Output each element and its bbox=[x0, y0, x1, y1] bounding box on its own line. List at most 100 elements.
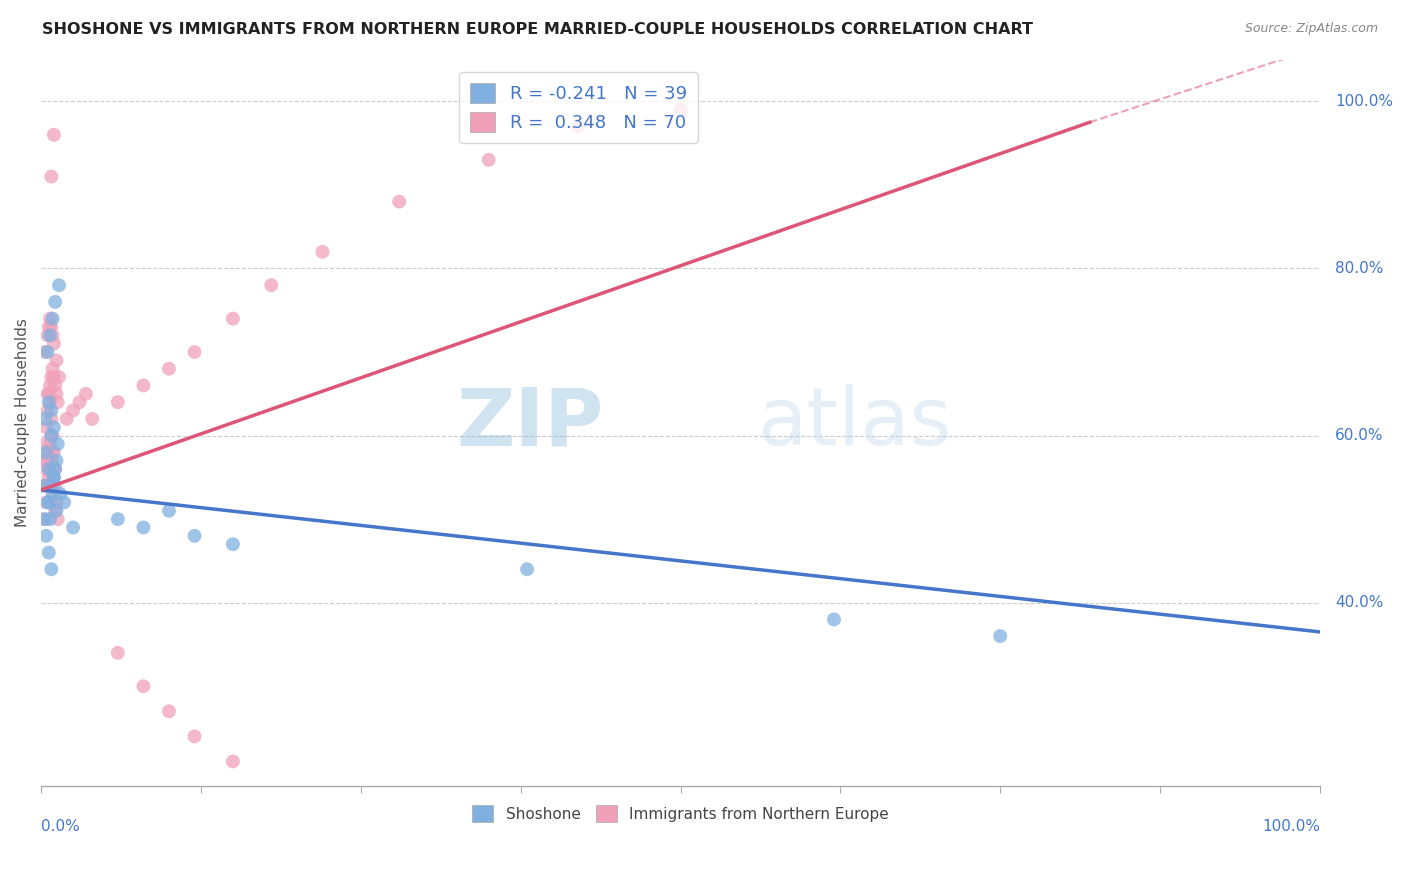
Point bbox=[222, 755, 245, 769]
Point bbox=[35, 495, 58, 509]
Point bbox=[39, 437, 62, 451]
Point bbox=[38, 445, 60, 459]
Point bbox=[53, 495, 76, 509]
Text: atlas: atlas bbox=[758, 384, 952, 462]
Legend: Shoshone, Immigrants from Northern Europe: Shoshone, Immigrants from Northern Europ… bbox=[464, 797, 897, 830]
Point bbox=[48, 370, 70, 384]
Text: 100.0%: 100.0% bbox=[1336, 94, 1393, 109]
Text: 60.0%: 60.0% bbox=[1336, 428, 1384, 443]
Point bbox=[45, 353, 67, 368]
Point bbox=[34, 437, 56, 451]
Point bbox=[44, 504, 66, 518]
Point bbox=[41, 403, 63, 417]
Point bbox=[37, 495, 59, 509]
Point bbox=[132, 679, 155, 693]
Point bbox=[38, 470, 60, 484]
Point bbox=[42, 470, 65, 484]
Point bbox=[41, 428, 63, 442]
Point bbox=[37, 345, 59, 359]
Point bbox=[55, 412, 77, 426]
Point bbox=[46, 437, 69, 451]
Point bbox=[42, 128, 65, 142]
Point bbox=[41, 479, 63, 493]
Point bbox=[478, 153, 501, 167]
Point bbox=[107, 395, 129, 409]
Point bbox=[37, 403, 59, 417]
Point bbox=[41, 320, 63, 334]
Point bbox=[42, 445, 65, 459]
Point bbox=[46, 395, 69, 409]
Point bbox=[157, 361, 180, 376]
Point bbox=[41, 370, 63, 384]
Point bbox=[62, 520, 84, 534]
Point bbox=[34, 345, 56, 359]
Point bbox=[183, 730, 205, 744]
Text: 0.0%: 0.0% bbox=[41, 819, 80, 834]
Point bbox=[44, 462, 66, 476]
Point bbox=[41, 311, 63, 326]
Point bbox=[39, 495, 62, 509]
Point bbox=[41, 487, 63, 501]
Point bbox=[311, 244, 333, 259]
Point bbox=[38, 545, 60, 559]
Point bbox=[41, 470, 63, 484]
Point bbox=[132, 378, 155, 392]
Point bbox=[183, 345, 205, 359]
Point bbox=[32, 479, 55, 493]
Point bbox=[107, 512, 129, 526]
Point bbox=[41, 428, 63, 442]
Point bbox=[35, 529, 58, 543]
Point bbox=[38, 386, 60, 401]
Text: 40.0%: 40.0% bbox=[1336, 595, 1384, 610]
Point bbox=[38, 395, 60, 409]
Y-axis label: Married-couple Households: Married-couple Households bbox=[15, 318, 30, 527]
Point bbox=[44, 479, 66, 493]
Point bbox=[38, 462, 60, 476]
Point bbox=[39, 462, 62, 476]
Point bbox=[39, 328, 62, 343]
Point bbox=[35, 445, 58, 459]
Point bbox=[75, 386, 97, 401]
Point bbox=[38, 320, 60, 334]
Point bbox=[34, 512, 56, 526]
Point bbox=[260, 278, 283, 293]
Point bbox=[35, 420, 58, 434]
Point bbox=[45, 495, 67, 509]
Text: 80.0%: 80.0% bbox=[1336, 261, 1384, 276]
Point bbox=[37, 453, 59, 467]
Point bbox=[45, 453, 67, 467]
Point bbox=[44, 378, 66, 392]
Point bbox=[34, 479, 56, 493]
Point bbox=[388, 194, 411, 209]
Point bbox=[988, 629, 1011, 643]
Point bbox=[157, 504, 180, 518]
Point bbox=[41, 562, 63, 576]
Point bbox=[823, 612, 845, 626]
Point bbox=[42, 487, 65, 501]
Point bbox=[39, 395, 62, 409]
Point bbox=[42, 370, 65, 384]
Text: SHOSHONE VS IMMIGRANTS FROM NORTHERN EUROPE MARRIED-COUPLE HOUSEHOLDS CORRELATIO: SHOSHONE VS IMMIGRANTS FROM NORTHERN EUR… bbox=[42, 22, 1033, 37]
Point bbox=[157, 704, 180, 718]
Point bbox=[41, 328, 63, 343]
Point bbox=[37, 386, 59, 401]
Point bbox=[132, 520, 155, 534]
Point bbox=[42, 462, 65, 476]
Point bbox=[41, 361, 63, 376]
Point bbox=[107, 646, 129, 660]
Point bbox=[37, 479, 59, 493]
Point bbox=[44, 294, 66, 309]
Point bbox=[37, 328, 59, 343]
Point bbox=[45, 504, 67, 518]
Point bbox=[41, 453, 63, 467]
Point bbox=[44, 462, 66, 476]
Point bbox=[42, 420, 65, 434]
Point bbox=[567, 120, 589, 134]
Point bbox=[82, 412, 104, 426]
Text: Source: ZipAtlas.com: Source: ZipAtlas.com bbox=[1244, 22, 1378, 36]
Point bbox=[32, 453, 55, 467]
Point bbox=[516, 562, 538, 576]
Text: 100.0%: 100.0% bbox=[1263, 819, 1320, 834]
Point bbox=[46, 512, 69, 526]
Point bbox=[62, 403, 84, 417]
